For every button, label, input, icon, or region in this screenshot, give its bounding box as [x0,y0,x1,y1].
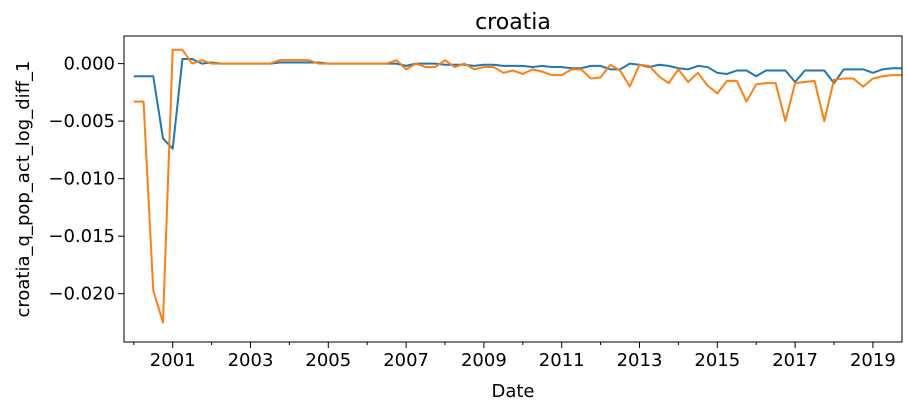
x-tick-label: 2017 [772,350,818,371]
x-tick-label: 2015 [694,350,740,371]
plot-frame [123,35,903,343]
x-tick-label: 2007 [383,350,429,371]
x-axis-ticks: 2001 2003 2005 2007 2009 2011 2013 2015 2017 2019 [133,342,896,371]
y-tick-label: −0.005 [48,111,115,132]
x-tick-label: 2019 [850,350,896,371]
x-tick-label: 2005 [305,350,351,371]
plot-area: 2001 2003 2005 2007 2009 2011 2013 2015 2017 2019… [48,35,903,371]
y-tick-label: −0.015 [48,226,115,247]
series-line-2 [133,48,903,324]
series-layer [133,48,903,324]
y-axis-ticks: 0.000 −0.005 −0.010 −0.015 −0.020 [48,54,124,305]
x-tick-label: 2001 [150,350,196,371]
x-tick-label: 2009 [461,350,507,371]
x-axis-label: Date [491,381,534,402]
y-tick-label: −0.010 [48,169,115,190]
x-tick-label: 2013 [617,350,663,371]
y-tick-label: −0.020 [48,284,115,305]
chart-title: croatia [475,10,551,35]
x-tick-label: 2003 [228,350,274,371]
y-tick-label: 0.000 [63,54,115,75]
y-axis-label: croatia_q_pop_act_log_diff_1 [13,60,34,317]
x-tick-label: 2011 [539,350,585,371]
